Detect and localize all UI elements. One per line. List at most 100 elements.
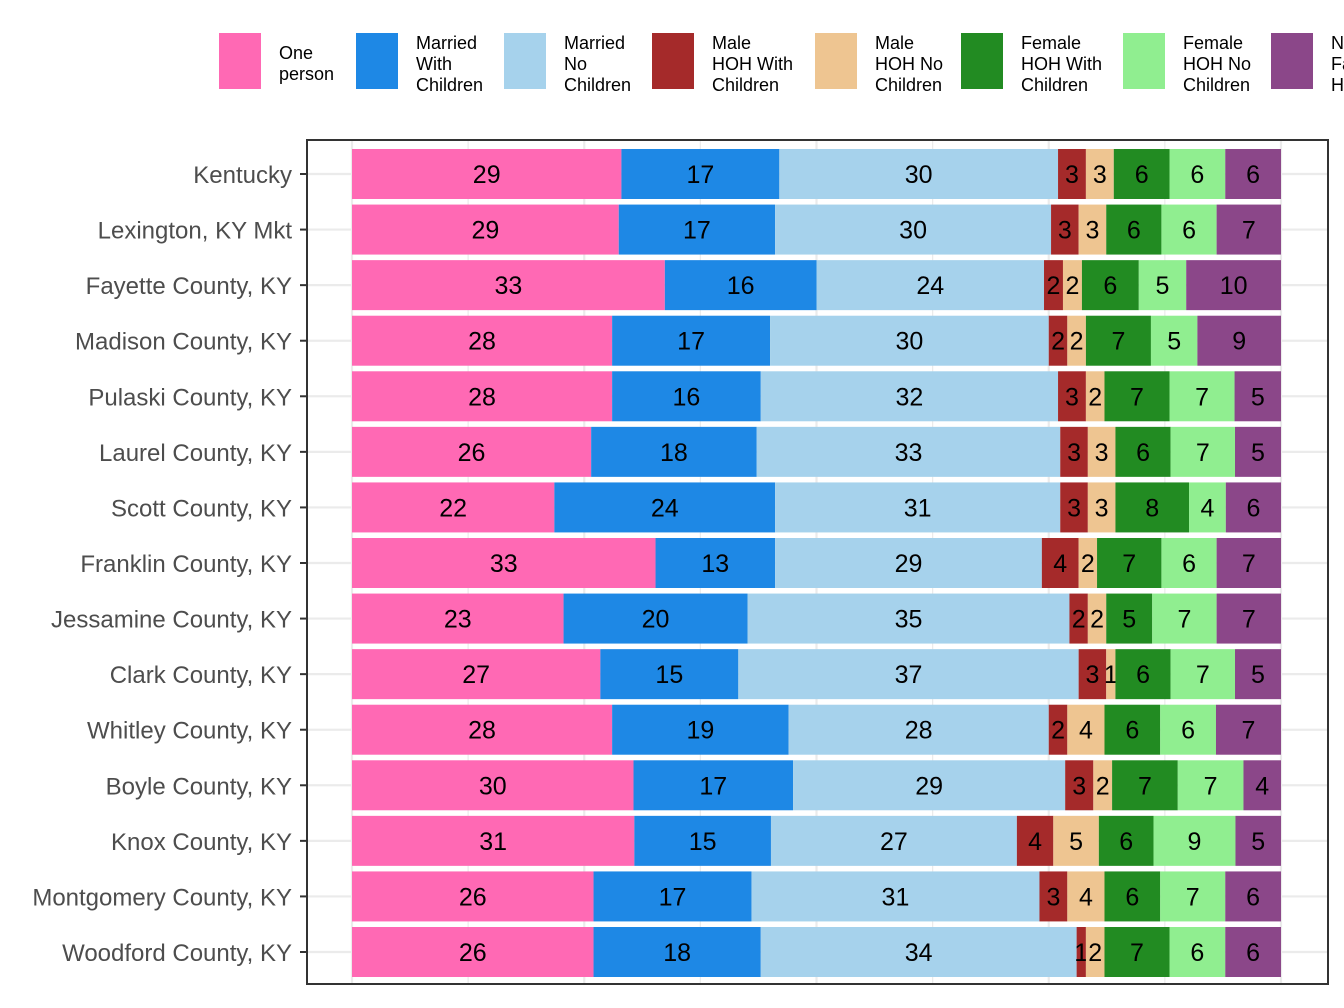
data-label: 4	[1053, 550, 1067, 578]
data-label: 24	[651, 494, 679, 522]
data-label: 7	[1186, 883, 1200, 911]
bar-segment	[1058, 371, 1086, 422]
bar-segment	[775, 204, 1052, 255]
bar-segment	[612, 315, 771, 366]
data-label: 29	[471, 217, 499, 245]
bar-segment	[1104, 927, 1170, 977]
bar-segment	[352, 426, 592, 477]
bar-segment	[1169, 927, 1226, 977]
legend-item: NonFamilyHOH	[1271, 33, 1344, 95]
legend-label: HOH With	[712, 54, 793, 74]
data-label: 7	[1111, 328, 1125, 356]
data-label: 5	[1251, 828, 1265, 856]
data-label: 19	[686, 717, 714, 745]
data-label: 22	[439, 494, 467, 522]
data-label: 17	[686, 161, 714, 189]
data-label: 29	[473, 161, 501, 189]
data-label: 7	[1122, 550, 1136, 578]
bar-segment	[1216, 204, 1281, 255]
bar-segment	[1161, 204, 1217, 255]
legend-label: One	[279, 43, 313, 63]
data-label: 4	[1028, 828, 1042, 856]
data-label: 3	[1067, 494, 1081, 522]
y-tick-label: Fayette County, KY	[86, 273, 292, 300]
data-label: 6	[1135, 161, 1149, 189]
data-label: 2	[1081, 550, 1095, 578]
data-label: 6	[1127, 217, 1141, 245]
legend-label: person	[279, 64, 334, 84]
bar-segment	[593, 927, 761, 977]
data-label: 18	[660, 439, 688, 467]
data-label: 30	[899, 217, 927, 245]
bar-segment	[1058, 149, 1086, 199]
bar-segment	[612, 704, 789, 755]
data-label: 7	[1242, 217, 1256, 245]
legend-label: Married	[564, 33, 625, 53]
bar-segment	[1053, 815, 1099, 866]
data-label: 33	[495, 272, 523, 300]
bar-segment	[352, 482, 555, 533]
bar-segment	[770, 815, 1017, 866]
data-label: 1	[1104, 661, 1118, 689]
legend-label: Female	[1021, 33, 1081, 53]
data-label: 5	[1167, 328, 1181, 356]
bar-segment	[756, 426, 1061, 477]
data-label: 4	[1255, 772, 1269, 800]
bar-segment	[352, 871, 594, 922]
data-label: 7	[1130, 939, 1144, 967]
bar-segment	[738, 649, 1079, 700]
bar-segment	[1170, 426, 1236, 477]
legend-key	[356, 33, 398, 89]
legend-label: Female	[1183, 33, 1243, 53]
panel-border	[306, 139, 1329, 985]
data-label: 3	[1085, 217, 1099, 245]
bar-segment	[1016, 815, 1054, 866]
bar-segment	[352, 593, 564, 644]
bar-segment	[1078, 649, 1107, 700]
bar-segment	[1197, 315, 1281, 366]
data-label: 17	[699, 772, 727, 800]
data-label: 7	[1138, 772, 1152, 800]
data-label: 2	[1096, 772, 1110, 800]
bar-segment	[1048, 704, 1068, 755]
bar-segment	[554, 482, 776, 533]
data-label: 7	[1195, 383, 1209, 411]
bar-segment	[1215, 704, 1281, 755]
data-label: 31	[882, 883, 910, 911]
bar-segment	[760, 927, 1077, 977]
legend-label: Children	[1183, 75, 1250, 95]
data-label: 3	[1067, 439, 1081, 467]
data-label: 29	[915, 772, 943, 800]
bar-segment	[352, 538, 656, 588]
bar-segment	[1152, 593, 1217, 644]
bar-segment	[1216, 593, 1281, 644]
data-label: 24	[916, 272, 944, 300]
data-label: 33	[895, 439, 923, 467]
bar-segment	[1060, 482, 1088, 533]
bar-segment	[1041, 538, 1079, 588]
bar-segment	[1150, 315, 1198, 366]
bar-segment	[1235, 426, 1281, 477]
data-label: 5	[1251, 383, 1265, 411]
y-tick-label: Lexington, KY Mkt	[98, 218, 293, 245]
bar-segment	[352, 649, 601, 700]
bar-segment	[1169, 371, 1235, 422]
data-label: 2	[1088, 383, 1102, 411]
bar-segment	[352, 315, 613, 366]
data-label: 37	[895, 661, 923, 689]
bar-segment	[1081, 260, 1139, 311]
data-label: 18	[663, 939, 691, 967]
bar-segment	[621, 149, 780, 199]
bar-segment	[793, 760, 1066, 811]
bar-segment	[1078, 204, 1107, 255]
bar-segment	[352, 704, 613, 755]
bar-segment	[1078, 538, 1098, 588]
data-label: 27	[462, 661, 490, 689]
bar-segment	[751, 871, 1040, 922]
data-label: 26	[458, 439, 486, 467]
y-tick-label: Jessamine County, KY	[51, 607, 292, 634]
data-label: 7	[1177, 606, 1191, 634]
data-label: 2	[1090, 606, 1104, 634]
y-tick-label: Montgomery County, KY	[32, 884, 292, 911]
